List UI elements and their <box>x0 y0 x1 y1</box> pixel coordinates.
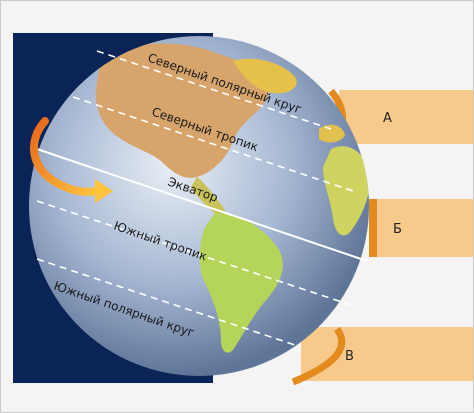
north-america-landmass <box>95 43 270 178</box>
zone-band-b <box>369 199 473 257</box>
latitude-lines <box>36 50 368 348</box>
zone-b-label: Б <box>393 222 402 237</box>
zone-a-label: А <box>383 111 392 126</box>
zone-band-a <box>328 88 473 147</box>
globe: Северный полярный круг Северный тропик Э… <box>29 36 369 376</box>
rotation-arrow-icon <box>29 117 113 203</box>
south-america-landmass <box>199 212 283 353</box>
africa-edge <box>323 146 369 236</box>
central-america <box>191 177 225 217</box>
zone-band-v <box>291 326 473 386</box>
zone-v-label: В <box>345 349 354 364</box>
